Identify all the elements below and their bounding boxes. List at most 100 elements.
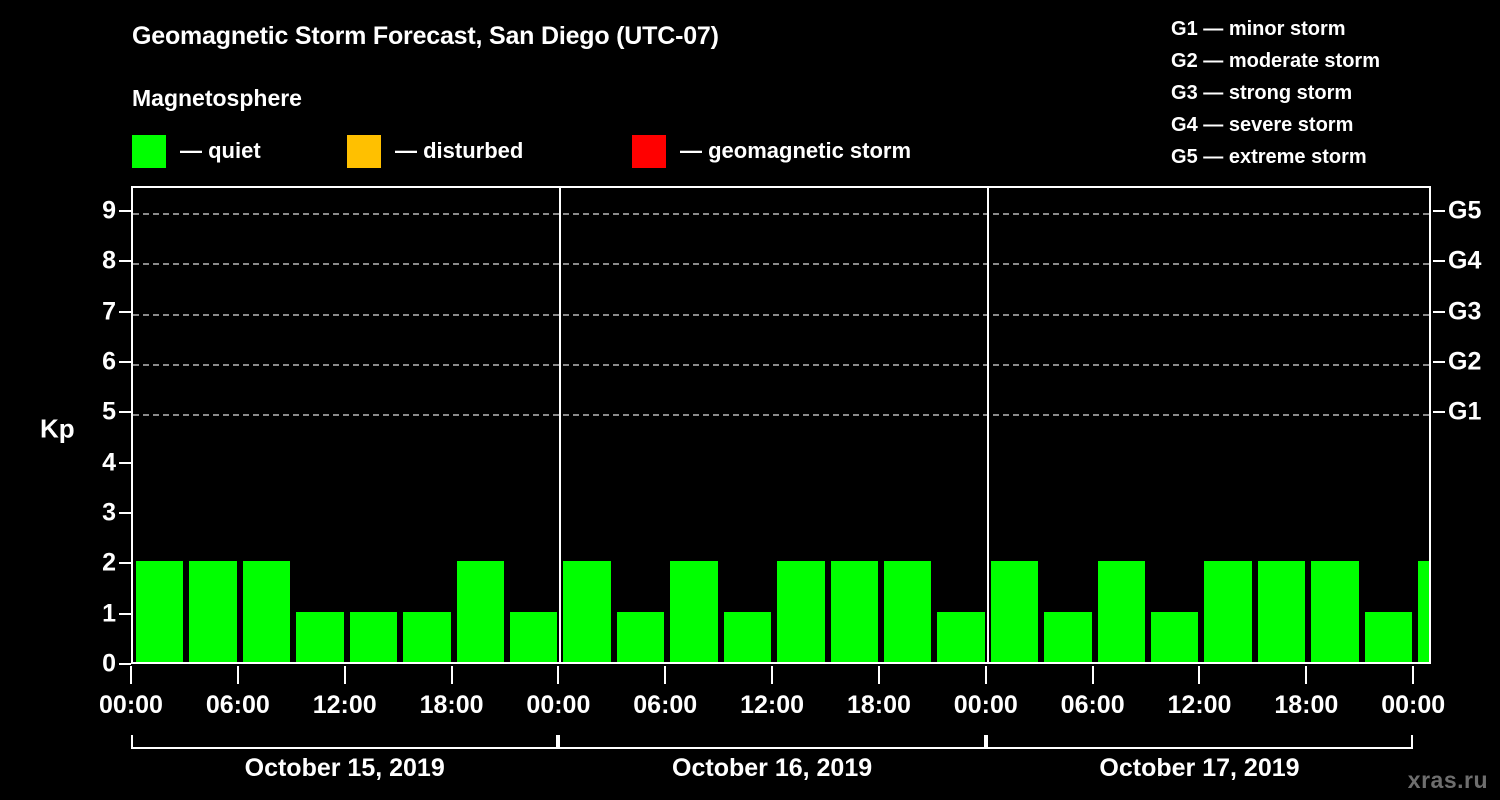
y-axis-title: Kp bbox=[40, 413, 75, 444]
x-axis-tick-label: 18:00 bbox=[1274, 691, 1339, 719]
x-axis-tick-label: 00:00 bbox=[1381, 691, 1446, 719]
bar bbox=[1044, 611, 1092, 662]
y-axis-tick-label: 0 bbox=[102, 649, 116, 678]
date-bracket bbox=[558, 735, 986, 749]
date-label: October 15, 2019 bbox=[244, 754, 445, 782]
date-label: October 17, 2019 bbox=[1099, 754, 1300, 782]
gridline-kp-6 bbox=[133, 364, 1429, 367]
x-axis-tick bbox=[771, 666, 774, 684]
x-axis-tick bbox=[877, 666, 880, 684]
g-axis-tick bbox=[1433, 411, 1445, 414]
g-axis-tick-label: G5 bbox=[1448, 196, 1482, 225]
y-axis-tick bbox=[119, 512, 131, 515]
g-axis-tick-label: G2 bbox=[1448, 347, 1482, 376]
gscale-legend-row: G2 — moderate storm bbox=[1171, 50, 1380, 72]
legend-entry-label: — quiet bbox=[180, 138, 261, 163]
y-axis-tick bbox=[119, 210, 131, 213]
bar bbox=[990, 561, 1039, 662]
page-title: Geomagnetic Storm Forecast, San Diego (U… bbox=[132, 22, 719, 50]
gridline-kp-9 bbox=[133, 213, 1429, 216]
y-axis-tick-label: 6 bbox=[102, 347, 116, 376]
x-axis-tick-label: 18:00 bbox=[419, 691, 484, 719]
legend-entry: — quiet bbox=[132, 132, 261, 170]
legend-entry-label: — geomagnetic storm bbox=[680, 138, 912, 163]
bar bbox=[403, 611, 451, 662]
y-axis-tick bbox=[119, 461, 131, 464]
x-axis-tick-label: 06:00 bbox=[205, 691, 270, 719]
g-axis-tick bbox=[1433, 210, 1445, 213]
bar bbox=[1364, 611, 1413, 662]
y-axis-tick-label: 5 bbox=[102, 397, 116, 426]
date-bracket bbox=[131, 735, 559, 749]
x-axis-tick-label: 00:00 bbox=[953, 691, 1018, 719]
day-divider bbox=[986, 188, 989, 662]
y-axis-tick-label: 2 bbox=[102, 548, 116, 577]
g-axis-tick-label: G4 bbox=[1448, 246, 1482, 275]
gscale-legend-row: G5 — extreme storm bbox=[1171, 146, 1367, 168]
gridline-kp-5 bbox=[133, 414, 1429, 417]
plot-inner bbox=[133, 188, 1429, 662]
x-axis-tick-label: 00:00 bbox=[99, 691, 163, 719]
bar bbox=[509, 611, 558, 662]
gscale-legend-row: G3 — strong storm bbox=[1171, 82, 1353, 104]
x-axis-tick bbox=[130, 666, 132, 684]
date-label: October 16, 2019 bbox=[672, 754, 873, 782]
bar bbox=[563, 561, 611, 662]
date-bracket bbox=[985, 735, 1414, 749]
y-axis-tick-label: 7 bbox=[102, 297, 116, 326]
y-axis-tick-label: 9 bbox=[102, 196, 116, 225]
gscale-legend: G1 — minor storm G2 — moderate storm G3 — … bbox=[1171, 13, 1380, 173]
y-axis-tick bbox=[119, 663, 131, 665]
bar bbox=[136, 561, 184, 662]
y-axis-tick bbox=[119, 612, 131, 615]
bar bbox=[456, 561, 504, 662]
y-axis-tick-label: 8 bbox=[102, 246, 116, 275]
y-axis-tick bbox=[119, 562, 131, 565]
x-axis-tick bbox=[1198, 666, 1201, 684]
x-axis-tick bbox=[1305, 666, 1308, 684]
x-axis-tick-label: 12:00 bbox=[740, 691, 805, 719]
y-axis-tick bbox=[119, 411, 131, 414]
x-axis-tick-label: 06:00 bbox=[633, 691, 698, 719]
bar bbox=[1204, 561, 1252, 662]
bar bbox=[242, 561, 291, 662]
bar bbox=[349, 611, 398, 662]
bar bbox=[777, 561, 825, 662]
g-axis-tick bbox=[1433, 260, 1445, 263]
plot-area bbox=[131, 186, 1431, 664]
gscale-legend-row: G1 — minor storm bbox=[1171, 18, 1346, 40]
x-axis-tick bbox=[984, 666, 987, 684]
bar bbox=[670, 561, 718, 662]
legend-entry: — disturbed bbox=[347, 132, 523, 170]
legend-entry-label: — disturbed bbox=[395, 138, 524, 163]
y-axis-tick bbox=[119, 361, 131, 364]
quiet-swatch bbox=[132, 134, 166, 168]
x-axis-tick-label: 00:00 bbox=[526, 691, 591, 719]
x-axis-tick-label: 12:00 bbox=[312, 691, 377, 719]
g-axis-tick bbox=[1433, 310, 1445, 313]
x-axis-tick bbox=[664, 666, 667, 684]
bar bbox=[296, 611, 344, 662]
bar bbox=[723, 611, 772, 662]
g-axis-tick-label: G3 bbox=[1448, 297, 1482, 326]
legend-entry: — geomagnetic storm bbox=[632, 132, 911, 170]
disturbed-swatch bbox=[347, 134, 381, 168]
gridline-kp-7 bbox=[133, 313, 1429, 316]
day-divider bbox=[559, 188, 562, 662]
gridline-kp-8 bbox=[133, 263, 1429, 266]
y-axis-tick-label: 1 bbox=[102, 599, 116, 628]
x-axis-tick bbox=[236, 666, 239, 684]
g-axis-tick-label: G1 bbox=[1448, 397, 1482, 426]
bar bbox=[1257, 561, 1306, 662]
bar bbox=[1151, 611, 1199, 662]
bar bbox=[883, 561, 932, 662]
bar bbox=[937, 611, 985, 662]
y-axis-tick-label: 3 bbox=[102, 498, 116, 527]
x-axis-tick bbox=[557, 666, 560, 684]
y-axis-tick bbox=[119, 260, 131, 263]
x-axis-tick-label: 06:00 bbox=[1060, 691, 1125, 719]
magnetosphere-section-label: Magnetosphere bbox=[132, 85, 302, 111]
x-axis-tick-label: 12:00 bbox=[1167, 691, 1232, 719]
bar bbox=[616, 611, 665, 662]
